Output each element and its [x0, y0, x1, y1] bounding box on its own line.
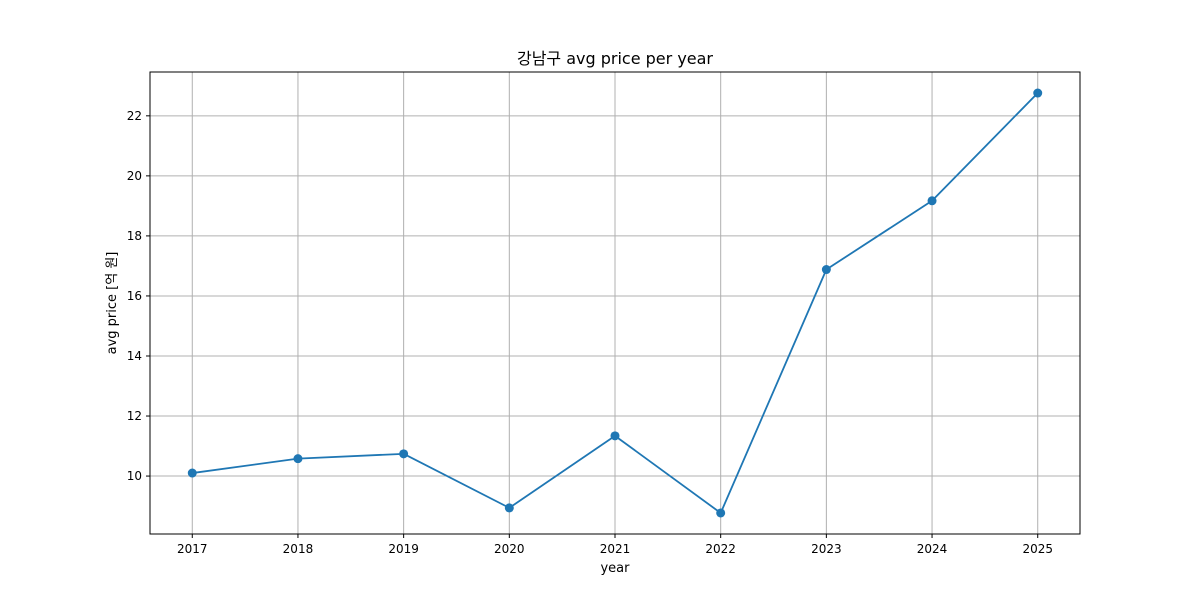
x-tick-label: 2022 — [705, 542, 736, 556]
data-point-2022 — [716, 508, 726, 518]
data-point-2024 — [927, 196, 937, 206]
x-tick-label: 2017 — [177, 542, 208, 556]
y-tick-label: 22 — [127, 109, 142, 123]
y-tick-label: 18 — [127, 229, 142, 243]
data-point-2021 — [610, 431, 620, 441]
y-tick-label: 20 — [127, 169, 142, 183]
data-point-2023 — [821, 265, 831, 275]
y-tick-label: 14 — [127, 349, 142, 363]
x-axis-label: year — [600, 561, 630, 576]
series-layer — [187, 88, 1043, 518]
y-tick-label: 10 — [127, 469, 142, 483]
data-point-2019 — [399, 449, 409, 459]
x-tick-label: 2024 — [917, 542, 948, 556]
y-tick-label: 12 — [127, 409, 142, 423]
x-tick-label: 2019 — [388, 542, 419, 556]
data-point-2018 — [293, 454, 303, 464]
data-point-2020 — [504, 503, 514, 513]
y-tick-label: 16 — [127, 289, 142, 303]
grid-lines — [150, 72, 1080, 534]
x-axis-ticks: 2017 2018 2019 2020 2021 2022 2023 2024 2025 — [177, 534, 1053, 556]
y-axis-ticks: 10 12 14 16 18 20 22 — [127, 109, 150, 483]
data-point-2017 — [187, 468, 197, 478]
chart-title: 강남구 avg price per year — [517, 49, 713, 68]
x-tick-label: 2020 — [494, 542, 525, 556]
y-axis-label: avg price [억 원] — [105, 252, 120, 355]
data-point-2025 — [1033, 88, 1043, 98]
x-tick-label: 2023 — [811, 542, 842, 556]
x-tick-label: 2025 — [1022, 542, 1053, 556]
x-tick-label: 2021 — [600, 542, 631, 556]
x-tick-label: 2018 — [283, 542, 314, 556]
